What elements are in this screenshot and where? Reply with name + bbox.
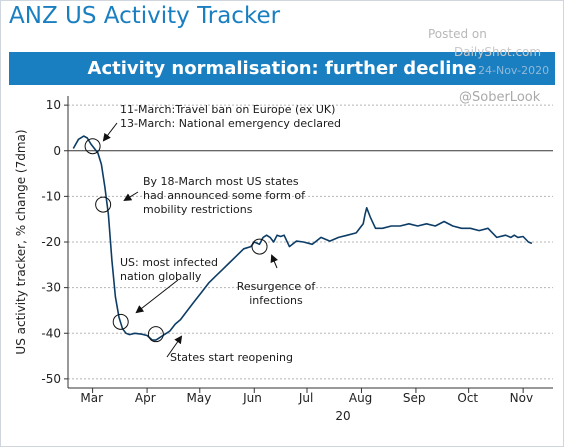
- y-tick-label-4: -30: [41, 281, 61, 295]
- x-tick-label-may: May: [187, 391, 212, 405]
- x-tick-label-apr: Apr: [135, 391, 156, 405]
- x-tick-label-jul: Jul: [298, 391, 313, 405]
- y-tick-label-5: -40: [41, 326, 61, 340]
- highlight-circle-0: [84, 138, 101, 155]
- annotation-0-line-0: 11-March:Travel ban on Europe (ex UK): [120, 103, 335, 116]
- annotation-4-line-0: States start reopening: [170, 351, 293, 364]
- x-tick-label-nov: Nov: [510, 391, 533, 405]
- annotations: 11-March:Travel ban on Europe (ex UK)13-…: [102, 103, 341, 364]
- highlight-circle-4: [251, 238, 268, 255]
- x-tick-label-sep: Sep: [403, 391, 426, 405]
- y-tick-label-3: -20: [41, 235, 61, 249]
- x-axis-label: 20: [335, 409, 350, 423]
- watermark-site: DailyShot.com: [454, 45, 542, 59]
- watermark-date: 24-Nov-2020: [478, 64, 550, 77]
- highlight-circle-2: [112, 313, 129, 330]
- highlight-circle-3: [147, 326, 164, 343]
- annotation-arrow-3: [270, 254, 278, 269]
- series-layer: [72, 135, 533, 341]
- watermark-posted: Posted on: [428, 27, 487, 41]
- annotation-0-line-1: 13-March: National emergency declared: [120, 117, 341, 130]
- annotation-3-line-0: Resurgence of: [237, 280, 317, 293]
- annotation-2-line-0: US: most infected: [120, 256, 218, 269]
- highlight-circles: [84, 138, 268, 343]
- y-axis-label: US activity tracker, % change (7dma): [14, 129, 28, 354]
- y-tick-label-6: -50: [41, 372, 61, 386]
- watermark-handle: @SoberLook: [459, 90, 541, 105]
- annotation-arrow-4: [166, 335, 183, 358]
- axes: 10 0 -10 -20 -30 -40 -50 Mar Apr May Jun Jul Aug Sep O…: [41, 96, 553, 405]
- annotation-3-line-1: infections: [249, 294, 303, 307]
- highlight-circle-1: [95, 196, 112, 213]
- y-tick-label-2: -10: [41, 189, 61, 203]
- annotation-arrow-0: [102, 122, 118, 142]
- x-tick-label-mar: Mar: [80, 391, 103, 405]
- grid-lines: [68, 104, 553, 380]
- annotation-1-line-1: had announced some form of: [143, 189, 306, 202]
- annotation-2-line-1: nation globally: [120, 270, 202, 283]
- annotation-arrow-1: [123, 191, 139, 202]
- x-tick-label-jun: Jun: [242, 391, 262, 405]
- y-tick-label-0: 10: [46, 98, 61, 112]
- banner-title: Activity normalisation: further decline: [9, 52, 555, 85]
- y-tick-label-1: 0: [53, 144, 61, 158]
- x-tick-label-oct: Oct: [457, 391, 478, 405]
- x-tick-label-aug: Aug: [349, 391, 372, 405]
- brand-title: ANZ US Activity Tracker: [9, 3, 281, 29]
- annotation-1-line-2: mobility restrictions: [143, 203, 253, 216]
- annotation-arrow-2: [135, 279, 179, 314]
- series-line-0: [72, 135, 533, 341]
- annotation-1-line-0: By 18-March most US states: [143, 175, 299, 188]
